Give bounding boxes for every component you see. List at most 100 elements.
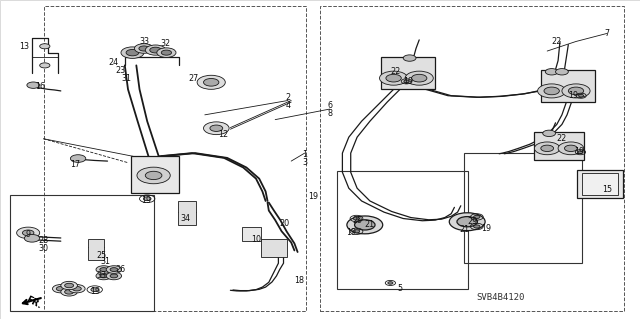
Text: 5: 5: [397, 284, 403, 293]
Circle shape: [474, 215, 480, 219]
Circle shape: [412, 74, 427, 82]
Circle shape: [564, 145, 577, 152]
Text: 29: 29: [352, 216, 362, 225]
Circle shape: [386, 74, 401, 82]
Text: 16: 16: [35, 82, 45, 91]
Text: 18: 18: [294, 276, 305, 285]
Circle shape: [380, 71, 408, 85]
Circle shape: [353, 230, 360, 233]
Text: 22: 22: [390, 67, 401, 76]
Circle shape: [56, 286, 65, 291]
Text: 15: 15: [602, 185, 612, 194]
Circle shape: [61, 288, 77, 296]
Text: 21: 21: [459, 225, 469, 234]
Circle shape: [22, 230, 34, 236]
Text: FR.: FR.: [24, 294, 43, 310]
Circle shape: [579, 94, 584, 97]
Text: 1: 1: [302, 150, 307, 159]
Bar: [88, 239, 104, 260]
Circle shape: [126, 49, 139, 56]
Text: 34: 34: [180, 214, 191, 223]
Circle shape: [388, 282, 393, 284]
Circle shape: [40, 44, 50, 49]
Bar: [242, 227, 261, 241]
Circle shape: [150, 47, 161, 53]
Circle shape: [134, 44, 154, 53]
Bar: [10, 195, 154, 311]
Text: 30: 30: [38, 244, 49, 253]
Circle shape: [65, 290, 74, 294]
Text: 6: 6: [327, 101, 332, 110]
Text: 19: 19: [568, 91, 578, 100]
Text: 4: 4: [285, 101, 291, 110]
Bar: [178, 201, 196, 225]
Circle shape: [558, 142, 584, 155]
Circle shape: [40, 63, 50, 68]
Circle shape: [121, 47, 144, 58]
Text: 19: 19: [346, 228, 356, 237]
Circle shape: [161, 50, 172, 55]
Circle shape: [100, 268, 108, 271]
Circle shape: [139, 46, 149, 51]
Bar: [131, 156, 179, 193]
Text: 31: 31: [100, 257, 111, 266]
Circle shape: [68, 285, 85, 293]
Text: 19: 19: [403, 77, 413, 86]
Text: 22: 22: [552, 37, 562, 46]
Circle shape: [70, 155, 86, 162]
Text: 22: 22: [557, 134, 567, 143]
Text: 8: 8: [327, 109, 332, 118]
Text: 27: 27: [189, 74, 199, 83]
Bar: [541, 70, 595, 102]
Text: 31: 31: [122, 74, 132, 83]
Circle shape: [353, 217, 360, 220]
Circle shape: [545, 69, 558, 75]
Text: 23: 23: [115, 66, 125, 75]
Text: 25: 25: [96, 251, 106, 260]
Circle shape: [96, 266, 111, 273]
Text: 26: 26: [115, 265, 125, 274]
Bar: [381, 57, 435, 89]
Circle shape: [145, 171, 162, 180]
Circle shape: [538, 84, 566, 98]
Bar: [534, 132, 584, 160]
Bar: [320, 6, 624, 311]
Circle shape: [404, 80, 409, 83]
Text: 32: 32: [160, 39, 170, 48]
Text: 28: 28: [38, 236, 49, 245]
Circle shape: [157, 48, 176, 57]
Circle shape: [562, 84, 590, 98]
Circle shape: [137, 167, 170, 184]
Text: 19: 19: [481, 224, 492, 233]
Bar: [464, 153, 582, 263]
Text: 19: 19: [308, 192, 319, 201]
Circle shape: [27, 82, 40, 88]
Text: 33: 33: [139, 37, 149, 46]
Circle shape: [578, 151, 583, 153]
Bar: [577, 170, 623, 198]
Circle shape: [106, 272, 122, 280]
Text: 7: 7: [604, 29, 609, 38]
Text: 12: 12: [218, 130, 228, 139]
Circle shape: [24, 234, 40, 242]
Circle shape: [210, 125, 223, 131]
Text: 20: 20: [280, 219, 290, 228]
Text: 19: 19: [90, 287, 100, 296]
Text: 19: 19: [574, 147, 584, 156]
Text: 29: 29: [467, 217, 477, 226]
Circle shape: [106, 266, 122, 273]
Text: SVB4B4120: SVB4B4120: [477, 293, 525, 302]
Circle shape: [61, 281, 77, 290]
Circle shape: [110, 268, 118, 271]
Circle shape: [355, 220, 375, 230]
Text: 2: 2: [285, 93, 291, 102]
Text: 33: 33: [96, 271, 106, 280]
Circle shape: [91, 288, 99, 292]
Circle shape: [347, 216, 383, 234]
Circle shape: [449, 213, 485, 231]
Circle shape: [541, 145, 554, 152]
Circle shape: [543, 130, 556, 137]
Text: 21: 21: [365, 220, 375, 229]
Circle shape: [65, 283, 74, 288]
Circle shape: [145, 45, 166, 55]
